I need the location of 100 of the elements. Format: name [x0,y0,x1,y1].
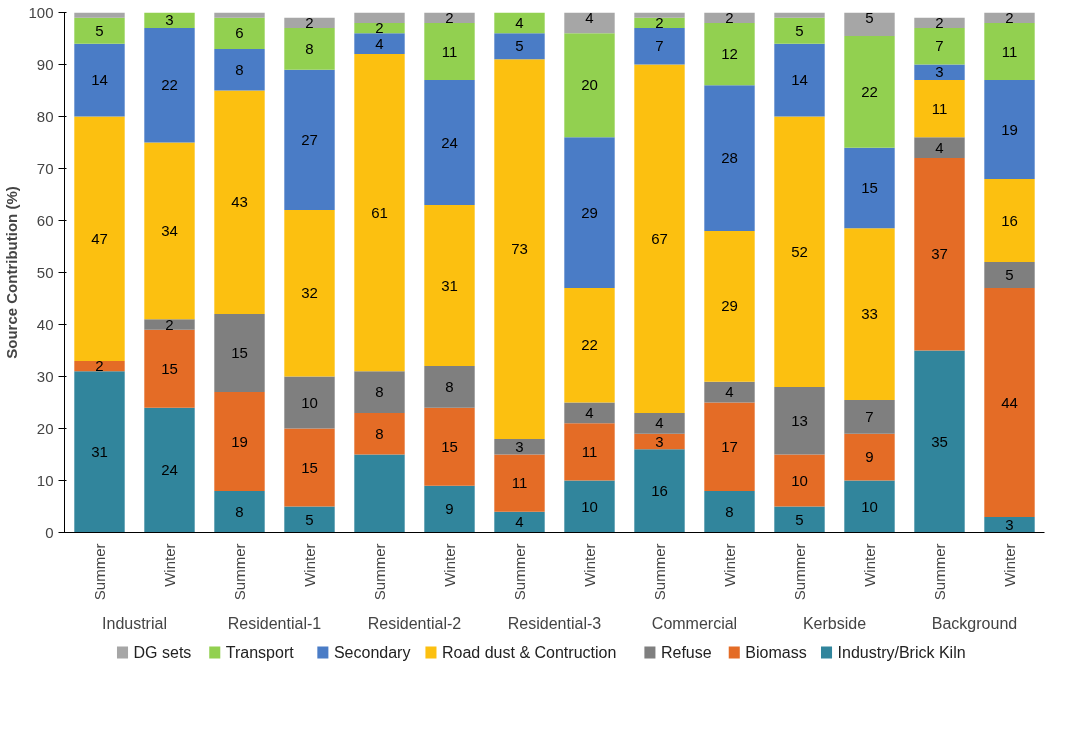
data-label: 4 [585,8,594,26]
legend-label: Biomass [745,644,807,661]
bar [704,402,755,491]
data-label: 11 [1001,42,1018,60]
x-tick-label: Summer [511,543,528,601]
bar [564,12,615,34]
data-label: 8 [725,502,734,520]
bar [424,22,475,81]
bar [424,366,475,408]
bar [914,350,965,533]
bar [494,12,545,34]
data-label: 2 [375,19,384,37]
bar [564,423,615,481]
bar [424,407,475,486]
bar [914,64,965,81]
data-label: 24 [161,461,178,479]
bar [774,386,825,455]
x-tick-label: Summer [651,543,668,601]
bar [564,402,615,424]
bar [634,12,685,18]
bar [844,12,895,36]
data-label: 4 [515,513,524,531]
bar [984,288,1035,517]
y-tick-label: 10 [36,471,54,489]
data-label: 15 [161,359,178,377]
bar [564,137,615,289]
x-tick-label: Winter [161,543,178,587]
data-label: 2 [305,13,314,31]
data-label: 47 [91,229,108,247]
data-label: 3 [655,432,664,450]
y-tick-label: 50 [36,263,54,281]
bar [354,454,405,533]
bar [494,438,545,455]
data-label: 11 [581,442,598,460]
data-label: 4 [935,138,944,156]
legend-label: Transport [225,644,295,661]
x-tick-label: Summer [791,543,808,601]
bar [354,371,405,413]
data-label: 22 [861,82,878,100]
data-label: 27 [301,130,318,148]
bar [564,33,615,138]
text: Residential-1 [227,614,322,632]
bar [704,85,755,231]
bar [634,412,685,434]
data-label: 10 [861,497,878,515]
data-label: 8 [375,424,384,442]
bar [564,288,615,403]
data-label: 22 [581,336,598,354]
bar [284,428,335,507]
bar [984,22,1035,81]
data-label: 19 [231,432,248,450]
bar [914,80,965,138]
bar [214,17,265,49]
data-label: 2 [95,357,104,375]
bar [74,116,125,361]
bar [774,116,825,387]
data-label: 3 [515,437,524,455]
bar [774,17,825,44]
data-label: 5 [795,21,804,39]
x-tick-label: Winter [721,543,738,587]
bar [704,490,755,533]
text: Industrial [102,614,167,632]
data-label: 10 [581,497,598,515]
data-label: 11 [511,474,528,492]
data-label: 34 [161,221,178,239]
data-label: 5 [515,37,524,55]
data-label: 12 [721,45,738,63]
bar [704,381,755,403]
bar [424,485,475,533]
bar [144,319,195,330]
data-label: 8 [305,39,314,57]
y-tick-label: 90 [36,55,54,73]
data-label: 52 [791,242,808,260]
data-label: 5 [865,8,874,26]
bar [914,137,965,159]
bar [774,454,825,507]
data-label: 31 [91,442,108,460]
bar [914,158,965,351]
bar [354,412,405,455]
bar [144,407,195,533]
data-label: 8 [235,502,244,520]
x-tick-label: Winter [301,543,318,587]
bar [844,399,895,434]
bar [214,90,265,315]
y-axis-title: Source Contribution (%) [3,186,21,359]
data-label: 15 [861,179,878,196]
data-label: 7 [655,37,664,55]
data-label: 31 [441,276,458,294]
data-label: 10 [301,393,318,411]
x-tick-label: Winter [861,543,878,587]
bar [984,262,1035,289]
bar [144,142,195,320]
x-tick-label: Summer [371,543,388,601]
data-label: 29 [581,203,598,221]
data-label: 5 [95,21,104,39]
text: Commercial [651,614,738,632]
y-tick-label: 100 [28,3,54,21]
bar [214,392,265,491]
bar [984,80,1035,179]
bar [214,490,265,533]
